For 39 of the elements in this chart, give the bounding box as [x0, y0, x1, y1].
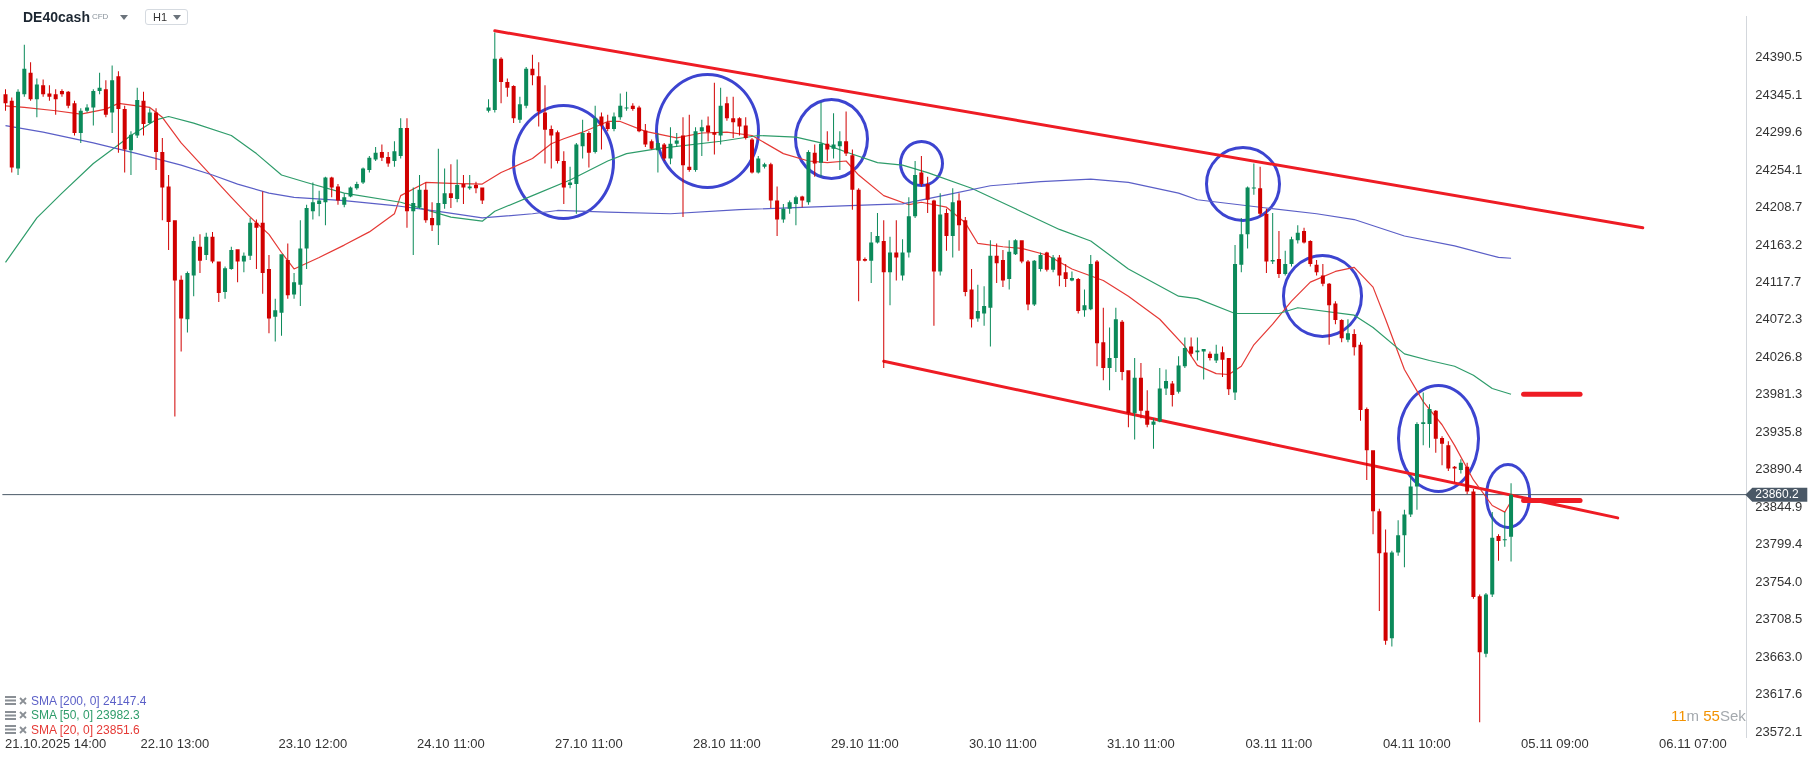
x-tick-label: 27.10 11:00	[555, 736, 623, 752]
x-tick-label: 29.10 11:00	[831, 736, 899, 752]
x-tick-label: 06.11 07:00	[1659, 736, 1727, 752]
x-tick-label: 05.11 09:00	[1521, 736, 1589, 752]
dropdown-box: H1	[145, 9, 188, 25]
y-tick-label: 23617.6	[1755, 686, 1803, 702]
text: SMA [200, 0] 24147.4	[31, 693, 147, 708]
text: SMA [20, 0] 23851.6	[31, 722, 140, 737]
y-tick-label: 23708.5	[1755, 611, 1803, 627]
y-tick-label: 24254.1	[1755, 161, 1803, 177]
annotation: H1	[153, 11, 168, 23]
y-tick-label: 23663.0	[1755, 648, 1803, 664]
y-tick-label: 23890.4	[1755, 461, 1803, 477]
y-tick-label: 24072.3	[1755, 311, 1803, 327]
y-tick-label: 23935.8	[1755, 423, 1803, 439]
x-tick-label: 24.10 11:00	[417, 736, 485, 752]
text: SMA [50, 0] 23982.3	[31, 708, 140, 723]
x-tick-label: 03.11 11:00	[1245, 736, 1313, 752]
y-tick-label: 23981.3	[1755, 386, 1803, 402]
chart-title: DE40cash	[23, 9, 90, 25]
chart-subtitle: CFD	[91, 12, 109, 21]
annotation: 11m 55Sek	[1671, 707, 1746, 724]
x-tick-label: 23.10 12:00	[278, 736, 348, 752]
x-tick-label: 21.10.2025 14:00	[5, 736, 107, 752]
y-tick-label: 24117.7	[1755, 274, 1802, 289]
y-tick-label: 23799.4	[1755, 536, 1803, 552]
x-tick-label: 28.10 11:00	[693, 736, 761, 752]
y-tick-label: 23572.1	[1755, 723, 1803, 739]
y-tick-label: 24345.1	[1755, 86, 1803, 102]
y-tick-label: 24163.2	[1755, 236, 1803, 252]
y-tick-label: 24026.8	[1755, 348, 1803, 364]
y-tick-label: 23754.0	[1755, 573, 1803, 589]
y-tick-label: 24299.6	[1755, 124, 1803, 140]
y-tick-label: 24390.5	[1755, 49, 1803, 65]
y-tick-label: 24208.7	[1755, 199, 1803, 214]
x-tick-label: 30.10 11:00	[969, 736, 1037, 752]
x-tick-label: 22.10 13:00	[140, 736, 210, 752]
x-tick-label: 04.11 10:00	[1383, 736, 1451, 752]
x-tick-label: 31.10 11:00	[1107, 736, 1175, 752]
